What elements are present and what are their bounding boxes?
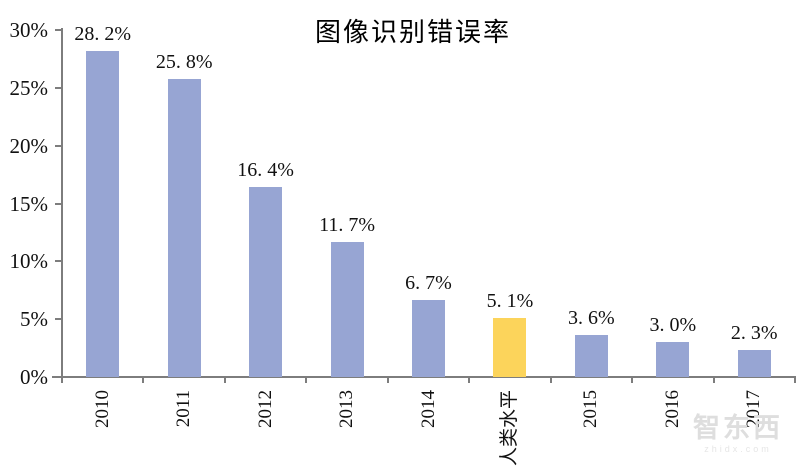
watermark-url: zhidx.com — [704, 444, 772, 454]
x-axis-tick — [142, 377, 145, 383]
x-axis-tick — [549, 377, 552, 383]
bar — [167, 78, 201, 377]
x-axis-tick — [631, 377, 634, 383]
x-axis-tick — [305, 377, 308, 383]
y-axis-tick-label: 25% — [9, 75, 49, 100]
y-axis-tick — [55, 86, 62, 89]
y-axis-tick-label: 20% — [9, 133, 49, 158]
watermark: 智东西 zhidx.com — [684, 412, 792, 454]
y-axis-tick — [55, 260, 62, 263]
y-axis-tick — [55, 202, 62, 205]
bar — [412, 299, 445, 377]
y-axis-tick — [55, 144, 62, 147]
x-axis-label: 2016 — [661, 390, 683, 428]
y-axis-tick — [55, 318, 62, 321]
x-axis-tick — [386, 377, 389, 383]
x-axis-label: 2010 — [91, 390, 113, 428]
bar-value-label: 16. 4% — [237, 159, 294, 182]
y-axis-tick-label: 10% — [9, 249, 49, 274]
x-axis-label: 2012 — [254, 390, 276, 428]
x-axis-tick — [794, 377, 796, 383]
bar-value-label: 5. 1% — [486, 290, 534, 312]
x-axis-label: 2015 — [580, 390, 602, 428]
bar — [330, 241, 364, 377]
bar-value-label: 11. 7% — [319, 213, 375, 236]
chart-title: 图像识别错误率 — [314, 18, 511, 47]
x-axis-label: 2014 — [417, 390, 439, 428]
bar-value-label: 3. 6% — [568, 307, 615, 330]
bar — [86, 50, 120, 377]
y-axis-tick — [55, 376, 62, 378]
x-axis-label: 人类水平 — [498, 390, 520, 467]
y-axis-tick-label: 0% — [20, 365, 48, 389]
x-axis-tick — [223, 377, 226, 383]
bar-human-level — [493, 318, 527, 377]
y-axis-tick-label: 5% — [20, 307, 48, 332]
bar-value-label: 2. 3% — [730, 322, 778, 345]
y-axis-tick-label: 30% — [9, 18, 49, 42]
x-axis-tick — [712, 377, 715, 383]
y-axis-tick-label: 15% — [9, 191, 49, 216]
y-axis-line — [61, 28, 63, 377]
bar-value-label: 3. 0% — [649, 314, 697, 337]
watermark-logo: 智东西 — [693, 413, 783, 443]
bar-value-label: 28. 2% — [74, 22, 132, 45]
bar — [737, 350, 771, 377]
y-axis-tick — [55, 29, 62, 31]
x-axis-label: 2011 — [173, 390, 195, 428]
bar — [249, 187, 283, 377]
x-axis-tick — [468, 377, 471, 383]
bar — [656, 342, 690, 377]
bar-value-label: 25. 8% — [155, 50, 213, 73]
x-axis-line — [52, 376, 796, 378]
x-axis-tick — [61, 377, 63, 383]
bar-value-label: 6. 7% — [405, 271, 452, 294]
bar — [574, 335, 608, 377]
x-axis-label: 2013 — [336, 390, 358, 428]
